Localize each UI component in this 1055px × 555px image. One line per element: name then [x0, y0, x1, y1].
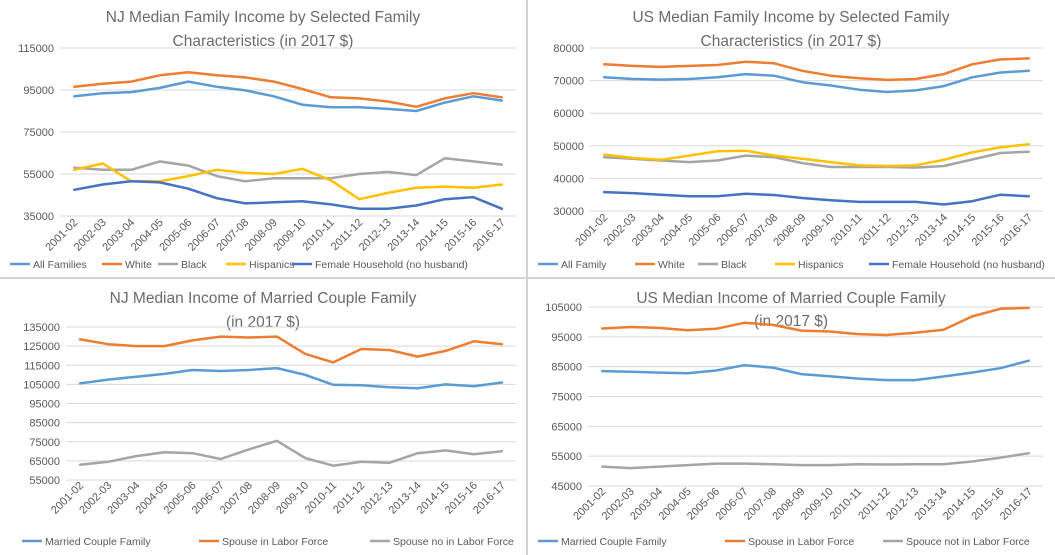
chart-title-line: US Median Income of Married Couple Famil…	[636, 290, 946, 307]
series-line	[73, 157, 504, 183]
y-tick-label: 65000	[551, 421, 582, 433]
y-tick-label: 125000	[23, 341, 60, 353]
legend-label: All Families	[33, 259, 87, 271]
legend-label: Married Couple Family	[561, 536, 667, 548]
chart-svg: US Median Family Income by Selected Fami…	[538, 9, 1045, 271]
legend-label: Hispanics	[249, 259, 295, 271]
y-tick-label: 35000	[23, 211, 54, 223]
series-line	[78, 439, 504, 467]
y-tick-label: 75000	[551, 392, 582, 404]
chart-title-line: Characteristics (in 2017 $)	[701, 33, 882, 50]
chart-us-family-income: US Median Family Income by Selected Fami…	[528, 0, 1055, 277]
y-tick-label: 115000	[24, 360, 60, 372]
y-tick-label: 105000	[23, 379, 60, 391]
chart-svg: US Median Income of Married Couple Famil…	[538, 290, 1043, 548]
legend-label: White	[125, 259, 152, 271]
series-line	[73, 80, 504, 113]
y-tick-label: 135000	[23, 322, 60, 334]
y-tick-label: 95000	[23, 85, 54, 97]
legend-label: White	[658, 259, 685, 271]
series-line	[602, 150, 1031, 169]
chart-svg: NJ Median Family Income by Selected Fami…	[10, 9, 516, 271]
y-tick-label: 105000	[545, 302, 582, 314]
series-line	[73, 180, 504, 210]
series-line	[78, 366, 504, 390]
y-tick-label: 30000	[553, 206, 584, 218]
legend-label: Female Household (no husband)	[315, 259, 468, 271]
y-tick-label: 70000	[553, 76, 584, 88]
y-tick-label: 75000	[23, 127, 54, 139]
y-tick-label: 55000	[23, 169, 54, 181]
y-tick-label: 55000	[551, 451, 582, 463]
chart-title-line: NJ Median Income of Married Couple Famil…	[110, 290, 417, 307]
y-tick-label: 55000	[29, 475, 60, 487]
series-line	[602, 57, 1031, 82]
y-tick-label: 85000	[29, 418, 60, 430]
chart-title-line: US Median Family Income by Selected Fami…	[632, 9, 949, 26]
legend-label: Black	[181, 259, 207, 271]
legend-label: Spouse in Labor Force	[222, 536, 328, 548]
y-tick-label: 95000	[29, 399, 60, 411]
y-tick-label: 115000	[18, 43, 54, 55]
series-line	[602, 142, 1031, 168]
series-line	[602, 69, 1031, 94]
legend-label: Married Couple Family	[45, 536, 151, 548]
legend-label: Hispanics	[798, 259, 844, 271]
legend-label: Spouce not in Labor Force	[906, 536, 1030, 548]
series-line	[602, 190, 1031, 206]
y-tick-label: 85000	[551, 362, 582, 374]
legend-label: Spouse in Labor Force	[748, 536, 854, 548]
series-line	[78, 335, 504, 364]
y-tick-label: 75000	[29, 437, 60, 449]
legend-label: Spouse no in Labor Force	[393, 536, 514, 548]
y-tick-label: 80000	[553, 43, 584, 55]
chart-title-line: Characteristics (in 2017 $)	[173, 33, 354, 50]
series-line	[600, 451, 1031, 470]
y-tick-label: 60000	[553, 108, 584, 120]
series-line	[600, 306, 1031, 337]
y-tick-label: 95000	[551, 332, 582, 344]
chart-title-line: (in 2017 $)	[226, 314, 300, 331]
y-tick-label: 65000	[29, 456, 60, 468]
y-tick-label: 45000	[551, 481, 582, 493]
chart-nj-married-income: NJ Median Income of Married Couple Famil…	[0, 279, 526, 555]
legend-label: Black	[721, 259, 747, 271]
chart-nj-family-income: NJ Median Family Income by Selected Fami…	[0, 0, 526, 277]
y-tick-label: 50000	[553, 141, 584, 153]
chart-svg: NJ Median Income of Married Couple Famil…	[22, 290, 516, 548]
chart-title-line: NJ Median Family Income by Selected Fami…	[106, 9, 421, 26]
legend-label: Female Household (no husband)	[892, 259, 1045, 271]
series-line	[73, 70, 504, 109]
legend-label: All Family	[561, 259, 607, 271]
y-tick-label: 40000	[553, 173, 584, 185]
chart-us-married-income: US Median Income of Married Couple Famil…	[528, 279, 1055, 555]
series-line	[600, 359, 1031, 382]
